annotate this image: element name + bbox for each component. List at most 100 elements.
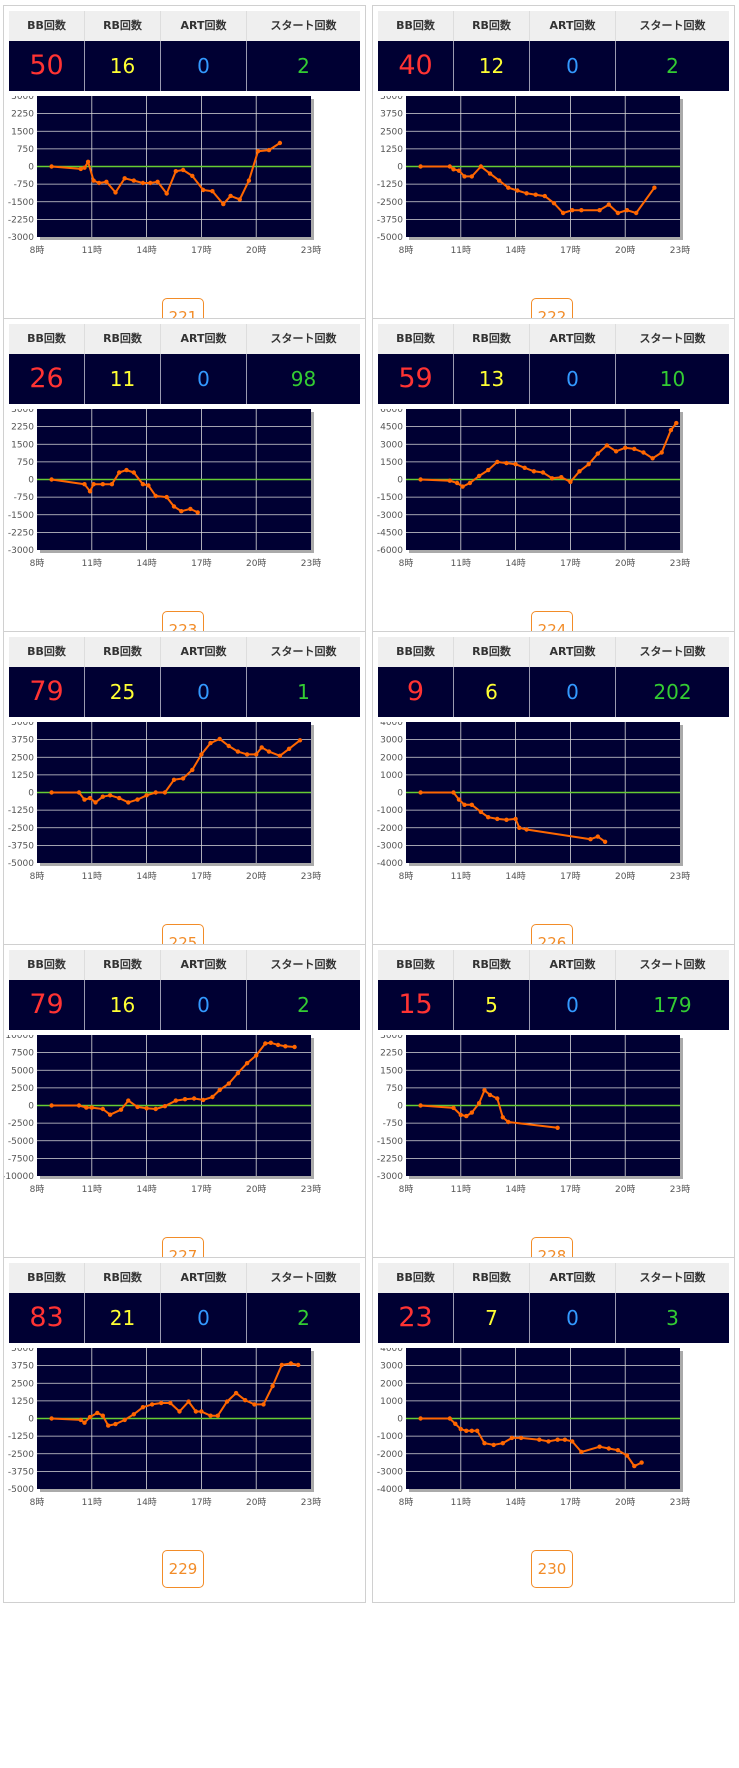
data-point <box>144 1106 149 1111</box>
data-point <box>495 816 500 822</box>
y-tick-label: 2250 <box>380 1049 403 1059</box>
x-tick-label: 14時 <box>136 1184 156 1195</box>
rb-count: 13 <box>454 354 530 404</box>
data-point <box>243 1398 248 1403</box>
x-tick-label: 17時 <box>560 871 580 882</box>
data-point <box>186 1399 191 1404</box>
data-point <box>482 1088 487 1093</box>
slump-line <box>420 422 678 488</box>
y-tick-label: -2250 <box>8 215 34 225</box>
x-tick-label: 23時 <box>670 871 690 882</box>
data-point <box>140 180 146 186</box>
data-point <box>500 1115 505 1120</box>
data-point <box>469 802 474 807</box>
y-tick-label: -1250 <box>8 1432 34 1442</box>
data-point <box>634 210 639 216</box>
art-header: ART回数 <box>161 324 247 354</box>
data-point <box>517 825 522 830</box>
data-point <box>84 1105 89 1110</box>
start-header: スタート回数 <box>270 1271 337 1284</box>
x-tick-label: 8時 <box>30 245 45 256</box>
machine-number-button[interactable]: 230 <box>531 1550 573 1588</box>
data-point <box>279 1362 284 1368</box>
y-tick-label: 1000 <box>380 771 403 781</box>
data-point <box>632 1463 637 1469</box>
slump-line <box>51 737 301 804</box>
data-point <box>451 167 456 172</box>
data-point <box>144 793 149 798</box>
y-tick-label: 0 <box>397 163 403 173</box>
data-point <box>546 1439 551 1444</box>
art-header: ART回数 <box>530 950 616 980</box>
data-point <box>215 1413 220 1418</box>
x-tick-label: 11時 <box>451 245 471 256</box>
x-tick-label: 8時 <box>30 1184 45 1195</box>
data-point <box>171 777 177 782</box>
data-point <box>87 1414 93 1420</box>
data-point <box>173 169 178 174</box>
start-count: 10 <box>659 367 686 391</box>
data-point <box>476 473 482 479</box>
data-point <box>117 795 122 801</box>
x-tick-label: 8時 <box>399 1497 414 1508</box>
y-tick-label: -3750 <box>8 1467 34 1477</box>
y-tick-label: 0 <box>28 1102 34 1112</box>
machine-number-button[interactable]: 229 <box>162 1550 204 1588</box>
x-tick-label: 20時 <box>615 1184 635 1195</box>
data-point <box>515 188 520 193</box>
data-point <box>195 510 200 515</box>
machine-card: BB回数 RB回数 ART回数 スタート回数 83 21 0 2 229 5000… <box>3 1257 366 1603</box>
stats-header: BB回数 RB回数 ART回数 スタート回数 <box>378 1263 729 1293</box>
y-tick-label: -750 <box>14 493 35 503</box>
x-tick-label: 14時 <box>136 871 156 882</box>
data-point <box>95 1410 100 1416</box>
y-tick-label: 2500 <box>11 753 34 763</box>
bb-count: 40 <box>378 41 454 91</box>
start-header: スタート回数 <box>639 1271 706 1284</box>
y-tick-label: 750 <box>17 458 34 468</box>
y-tick-label: 7500 <box>11 1049 34 1059</box>
data-point <box>201 187 206 193</box>
data-point <box>164 191 169 196</box>
y-tick-label: 3750 <box>11 736 34 746</box>
data-point <box>577 469 582 474</box>
data-point <box>193 1409 199 1414</box>
data-point <box>588 837 593 842</box>
data-point <box>504 817 509 822</box>
slump-graph: 5000 3750 2500 1250 0 -1250 -2500 -3750 -5000 8時 1… <box>8 1348 321 1508</box>
data-point <box>475 1428 480 1433</box>
x-tick-label: 14時 <box>505 245 525 256</box>
data-point <box>456 168 462 173</box>
data-point <box>602 839 608 844</box>
data-point <box>506 1119 511 1125</box>
data-point <box>49 477 54 482</box>
stats-header: BB回数 RB回数 ART回数 スタート回数 <box>378 11 729 41</box>
stats-values: 40 12 0 2 <box>378 41 729 91</box>
y-tick-label: -10000 <box>4 1172 34 1182</box>
rb-header: RB回数 <box>454 950 530 980</box>
stats-values: 50 16 0 2 <box>9 41 360 91</box>
data-point <box>148 180 153 186</box>
y-tick-label: -750 <box>383 1119 404 1129</box>
data-point <box>266 147 272 153</box>
data-point <box>586 462 591 467</box>
rb-count: 25 <box>85 667 161 717</box>
data-point <box>292 1044 297 1050</box>
data-point <box>191 1096 197 1101</box>
x-tick-label: 11時 <box>82 1184 102 1195</box>
data-point <box>268 1040 273 1045</box>
art-count: 0 <box>530 1293 616 1343</box>
machine-card: BB回数 RB回数 ART回数 スタート回数 23 7 0 3 230 4000 3… <box>372 1257 735 1603</box>
x-tick-label: 11時 <box>451 558 471 569</box>
bb-count: 23 <box>378 1293 454 1343</box>
y-tick-label: 3000 <box>11 96 34 102</box>
y-tick-label: 1250 <box>11 771 34 781</box>
stats-values: 79 16 0 2 <box>9 980 360 1030</box>
bb-header: BB回数 <box>9 324 85 354</box>
y-tick-label: 4000 <box>380 1348 403 1354</box>
data-point <box>113 1421 118 1427</box>
art-header: ART回数 <box>161 950 247 980</box>
y-tick-label: -3000 <box>377 1467 403 1477</box>
data-point <box>418 790 423 795</box>
slump-graph: 4000 3000 2000 1000 0 -1000 -2000 -3000 -4000 8時 1… <box>377 722 690 882</box>
